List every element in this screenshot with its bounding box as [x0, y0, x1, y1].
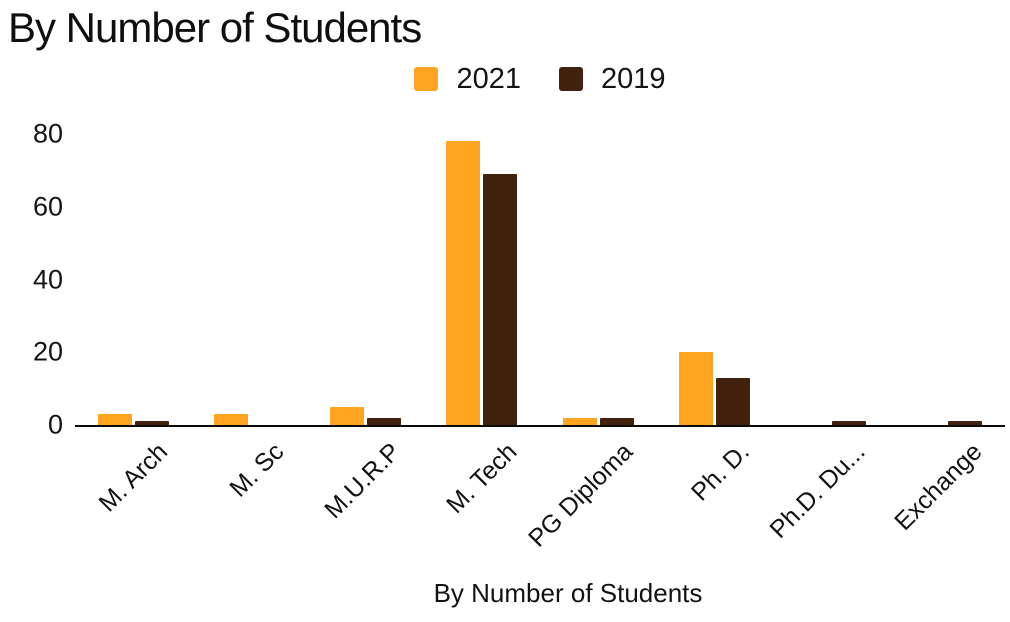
legend-label-2021: 2021 — [456, 62, 521, 95]
x-axis-label-m-arch: M. Arch — [93, 437, 174, 518]
bar-group-pg-diploma — [540, 134, 656, 425]
x-axis-label-exchange: Exchange — [888, 437, 988, 537]
legend-item-2021[interactable]: 2021 — [414, 62, 521, 95]
bar-2021-ph-d[interactable] — [678, 352, 713, 425]
y-tick-label-40: 40 — [32, 264, 63, 294]
bar-2019-m-tech[interactable] — [483, 174, 518, 425]
bar-2019-ph-d[interactable] — [715, 377, 750, 425]
y-tick-label-20: 20 — [32, 336, 63, 367]
bar-group-exchange — [889, 134, 1005, 425]
x-axis-label-ph-d: Ph. D. — [685, 437, 755, 507]
bar-2021-m-tech[interactable] — [446, 141, 481, 425]
bar-group-m-u-r-p — [308, 134, 424, 425]
x-axis-labels: M. Arch M. Sc M.U.R.P M. Tech PG Diploma Ph. … — [75, 425, 1005, 575]
bar-2021-m-u-r-p[interactable] — [330, 406, 365, 425]
y-tick-label-80: 80 — [32, 118, 63, 149]
x-axis-label-pg-diploma: PG Diploma — [523, 437, 639, 553]
bar-2019-pg-diploma[interactable] — [599, 417, 634, 425]
plot-area: 0 20 40 60 80 M. Arch M. Sc M.U.R.P M. Tech PG D… — [33, 120, 1005, 553]
x-axis-label-m-u-r-p: M.U.R.P — [319, 437, 407, 525]
bar-2019-ph-d-du[interactable] — [832, 421, 867, 425]
legend-swatch-2021-icon — [414, 67, 439, 91]
legend-item-2019[interactable]: 2019 — [559, 62, 666, 95]
x-axis-label-m-tech: M. Tech — [440, 437, 523, 519]
bar-group-ph-d — [656, 134, 772, 425]
bar-2021-m-arch[interactable] — [97, 414, 132, 425]
bar-group-m-tech — [424, 134, 540, 425]
bar-2019-m-arch[interactable] — [134, 421, 169, 425]
legend-swatch-2019-icon — [559, 67, 583, 91]
x-axis-label-ph-d-du: Ph.D. Du... — [764, 437, 872, 544]
legend-label-2019: 2019 — [601, 62, 666, 95]
bar-group-ph-d-du — [773, 134, 889, 425]
bar-2019-exchange[interactable] — [948, 421, 983, 425]
x-axis-label-m-sc: M. Sc — [224, 437, 290, 503]
y-tick-label-0: 0 — [47, 409, 63, 440]
chart-title: By Number of Students — [8, 4, 422, 51]
y-tick-label-60: 60 — [32, 191, 63, 222]
bar-2021-pg-diploma[interactable] — [562, 417, 597, 425]
bar-group-m-sc — [191, 134, 307, 425]
bar-2019-m-u-r-p[interactable] — [367, 417, 402, 425]
bar-group-m-arch — [75, 134, 191, 425]
x-axis-title: By Number of Students — [433, 578, 703, 608]
legend: 2021 2019 — [75, 62, 1005, 96]
bar-groups — [75, 134, 1005, 425]
bar-2021-m-sc[interactable] — [213, 414, 248, 425]
